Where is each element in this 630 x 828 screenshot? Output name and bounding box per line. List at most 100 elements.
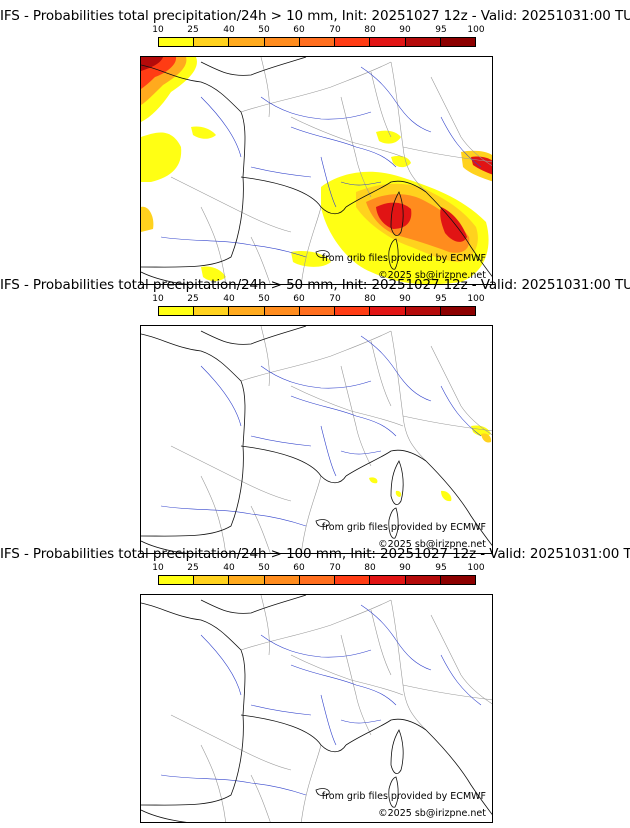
probability-shading — [141, 57, 492, 284]
border-line — [340, 365, 372, 467]
border-line — [240, 599, 392, 651]
border-line — [250, 505, 271, 553]
coastline — [141, 333, 246, 537]
legend-tick-label: 80 — [364, 563, 376, 573]
precip-probability-area — [141, 206, 154, 232]
river-line — [290, 664, 397, 706]
precip-probability-area — [481, 433, 492, 443]
copyright-credit: ©2025 sb@irizpne.net — [378, 808, 486, 819]
coastline — [390, 191, 404, 236]
legend-tick-label: 40 — [223, 25, 235, 35]
precip-probability-area — [191, 126, 216, 139]
coastline — [388, 507, 399, 539]
legend-tick-label: 25 — [187, 563, 199, 573]
legend-color-swatch — [405, 38, 441, 46]
probability-legend: 10 25 40 50 60 70 80 90 95 100 — [152, 563, 485, 591]
coastline — [141, 809, 188, 822]
river-line — [360, 66, 432, 133]
precip-probability-area — [291, 251, 331, 267]
river-line — [440, 116, 482, 168]
legend-tick-label: 100 — [467, 294, 485, 304]
legend-color-swatch — [440, 38, 475, 46]
panel-title: IFS - Probabilities total precipitation/… — [0, 277, 630, 293]
river-line — [360, 604, 432, 671]
map-panel: IFS - Probabilities total precipitation/… — [0, 8, 630, 285]
border-line — [290, 654, 404, 696]
precip-probability-area — [141, 132, 182, 182]
legend-colorbar — [158, 37, 476, 47]
coastline — [315, 250, 330, 259]
coastline — [141, 602, 246, 806]
legend-color-swatch — [194, 576, 230, 584]
border-line — [340, 634, 372, 736]
map-svg — [141, 326, 492, 553]
legend-color-swatch — [405, 307, 441, 315]
coastline — [200, 57, 307, 76]
map-svg — [141, 57, 492, 284]
legend-tick-label: 95 — [435, 294, 447, 304]
river-line — [160, 236, 307, 258]
river-line — [200, 96, 242, 158]
legend-color-swatch — [229, 38, 265, 46]
legend-color-swatch — [159, 38, 195, 46]
precip-probability-area — [441, 490, 452, 502]
legend-tick-label: 40 — [223, 563, 235, 573]
river-line — [340, 450, 382, 455]
river-line — [440, 385, 482, 437]
border-line — [390, 330, 427, 462]
legend-color-swatch — [299, 307, 336, 315]
map-area: from grib files provided by ECMWF ©2025 s… — [140, 325, 493, 554]
rivers — [160, 604, 482, 796]
source-credit: from grib files provided by ECMWF — [321, 253, 486, 264]
border-line — [370, 609, 392, 676]
legend-tick-label: 95 — [435, 25, 447, 35]
coastline — [425, 460, 492, 546]
source-credit: from grib files provided by ECMWF — [321, 791, 486, 802]
legend-color-swatch — [299, 576, 336, 584]
coastline — [425, 191, 492, 277]
legend-color-swatch — [194, 307, 230, 315]
river-line — [250, 704, 312, 716]
coastline — [388, 238, 399, 270]
border-line — [430, 614, 492, 705]
map-panel: IFS - Probabilities total precipitation/… — [0, 546, 630, 823]
coastline — [240, 445, 347, 484]
legend-tick-label: 70 — [329, 25, 341, 35]
rivers — [160, 335, 482, 527]
legend-color-swatch — [335, 307, 371, 315]
coastline — [390, 729, 404, 774]
border-line — [240, 61, 392, 113]
coastline — [240, 176, 347, 215]
river-line — [290, 126, 397, 168]
copyright-credit: ©2025 sb@irizpne.net — [378, 539, 486, 550]
coastline — [315, 788, 330, 797]
border-line — [250, 236, 271, 284]
legend-tick-label: 90 — [399, 563, 411, 573]
legend-tick-label: 60 — [293, 25, 305, 35]
legend-color-swatch — [370, 576, 406, 584]
border-line — [200, 475, 227, 553]
source-credit: from grib files provided by ECMWF — [321, 522, 486, 533]
legend-color-swatch — [440, 576, 475, 584]
admin-borders — [170, 57, 492, 284]
panel-title: IFS - Probabilities total precipitation/… — [0, 546, 630, 562]
coastlines — [141, 57, 492, 284]
legend-ticks: 10 25 40 50 60 70 80 90 95 100 — [152, 294, 484, 306]
coastline — [345, 180, 427, 208]
precip-probability-area — [395, 490, 402, 497]
legend-ticks: 10 25 40 50 60 70 80 90 95 100 — [152, 563, 484, 575]
coastline — [200, 595, 307, 614]
legend-tick-label: 10 — [152, 563, 164, 573]
border-line — [170, 176, 292, 233]
legend-color-swatch — [229, 576, 265, 584]
probability-shading — [369, 425, 492, 502]
legend-tick-label: 100 — [467, 563, 485, 573]
legend-color-swatch — [194, 38, 230, 46]
border-line — [390, 599, 427, 731]
probability-legend: 10 25 40 50 60 70 80 90 95 100 — [152, 294, 485, 322]
copyright-credit: ©2025 sb@irizpne.net — [378, 270, 486, 281]
border-line — [290, 116, 404, 158]
legend-color-swatch — [229, 307, 265, 315]
legend-color-swatch — [264, 576, 300, 584]
admin-borders — [170, 326, 492, 553]
